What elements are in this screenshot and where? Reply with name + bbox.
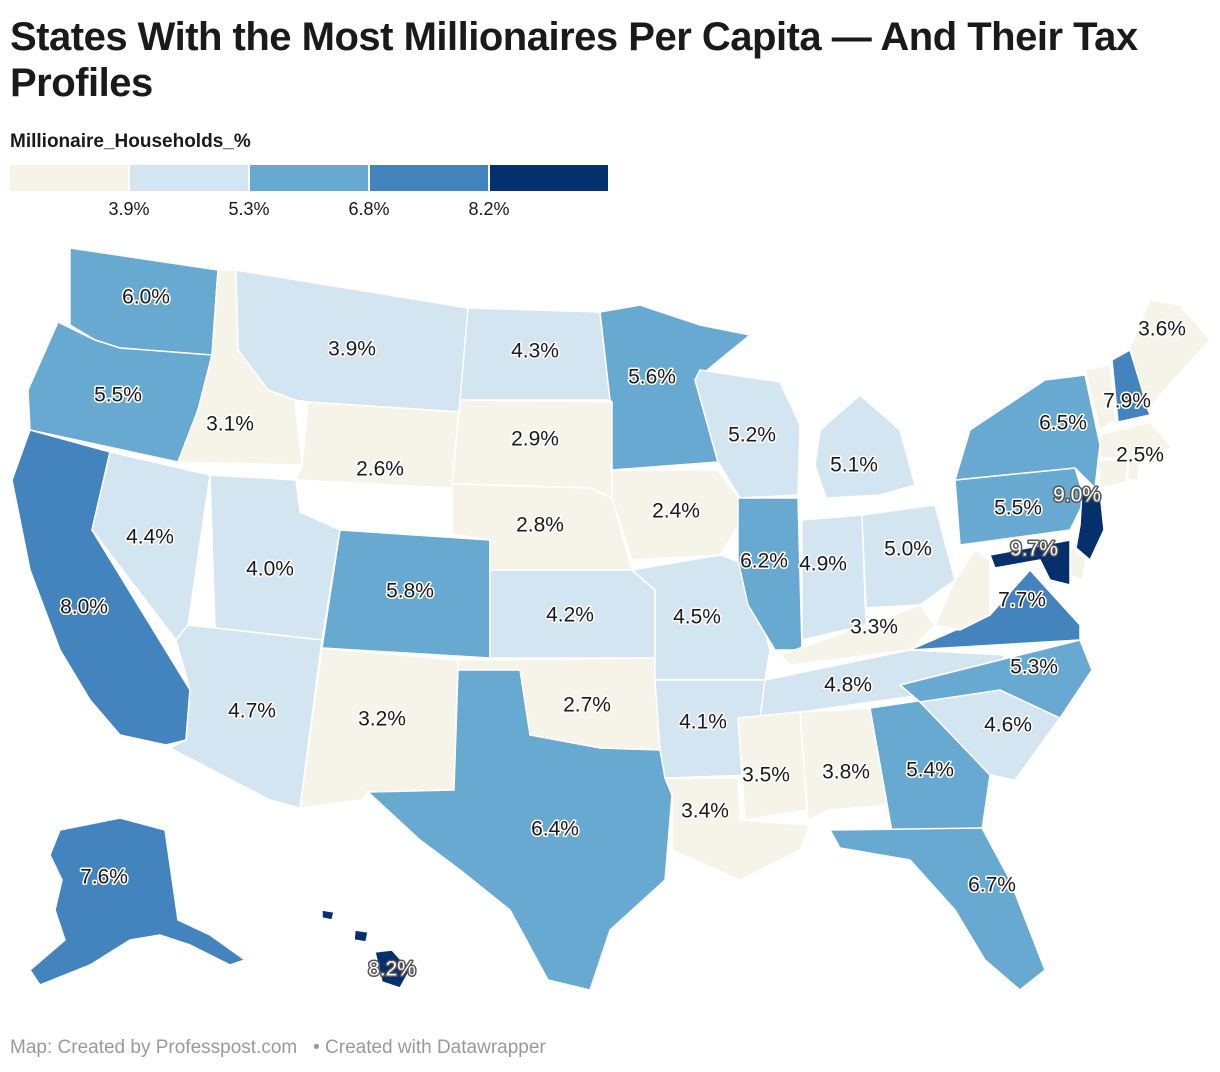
state-me[interactable]	[1129, 299, 1212, 412]
state-value-label: 5.6%	[628, 366, 676, 389]
state-oh[interactable]	[861, 504, 956, 609]
legend-title: Millionaire_Households_%	[10, 131, 251, 152]
state-value-label: 2.6%	[356, 458, 404, 481]
state-vt[interactable]	[1084, 364, 1116, 432]
state-ri[interactable]	[1127, 459, 1141, 481]
state-value-label: 5.5%	[994, 497, 1042, 520]
state-wi[interactable]	[694, 369, 801, 499]
state-value-label: 6.2%	[740, 550, 788, 573]
state-ar[interactable]	[654, 679, 766, 779]
legend-bin	[490, 165, 608, 191]
state-value-label: 4.9%	[799, 553, 847, 576]
state-value-label: 4.5%	[673, 606, 721, 629]
state-la[interactable]	[663, 777, 812, 881]
state-tx[interactable]	[366, 669, 673, 991]
state-value-label: 4.3%	[511, 340, 559, 363]
state-value-label: 2.9%	[511, 428, 559, 451]
state-md[interactable]	[988, 539, 1071, 586]
chart-title: States With the Most Millionaires Per Ca…	[10, 15, 1138, 105]
state-value-label: 3.6%	[1138, 318, 1186, 341]
state-value-label: 4.8%	[824, 674, 872, 697]
legend-tick: 6.8%	[348, 199, 390, 219]
state-value-label: 6.0%	[122, 286, 170, 309]
state-value-label: 2.4%	[652, 500, 700, 523]
source-note: Map: Created by Professpost.com	[10, 1037, 298, 1058]
state-value-label: 3.2%	[358, 708, 406, 731]
state-wv[interactable]	[933, 548, 991, 631]
legend-bin	[370, 165, 488, 191]
legend-tick: 3.9%	[108, 199, 150, 219]
state-value-label: 5.1%	[830, 454, 878, 477]
state-value-label: 6.7%	[968, 874, 1016, 897]
state-ny[interactable]	[953, 374, 1101, 490]
legend-tick: 8.2%	[468, 199, 510, 219]
state-value-label: 9.7%	[1010, 538, 1058, 561]
state-value-label: 4.6%	[984, 714, 1032, 737]
state-al[interactable]	[799, 707, 891, 822]
state-ma[interactable]	[1099, 421, 1174, 459]
state-value-label: 6.5%	[1039, 412, 1087, 435]
state-value-label: 2.5%	[1116, 444, 1164, 467]
state-value-label: 8.2%	[368, 958, 416, 981]
state-value-label: 3.9%	[328, 338, 376, 361]
state-value-label: 5.5%	[94, 384, 142, 407]
state-value-label: 4.2%	[546, 604, 594, 627]
state-mi[interactable]	[814, 394, 916, 499]
state-value-label: 5.4%	[906, 759, 954, 782]
state-ct[interactable]	[1097, 459, 1129, 489]
state-value-label: 7.9%	[1103, 390, 1151, 413]
state-nh[interactable]	[1111, 348, 1151, 423]
state-ga[interactable]	[869, 699, 991, 833]
state-value-label: 9.0%	[1053, 484, 1101, 507]
state-wy[interactable]	[294, 401, 461, 489]
state-mo[interactable]	[630, 554, 771, 681]
legend-bin	[130, 165, 248, 191]
state-value-label: 3.3%	[850, 616, 898, 639]
footer: Map: Created by Professpost.com • Create…	[10, 1037, 546, 1059]
legend-bin	[10, 165, 128, 191]
state-value-label: 2.7%	[563, 694, 611, 717]
state-value-label: 5.2%	[728, 424, 776, 447]
color-legend: 3.9% 5.3% 6.8% 8.2%	[10, 165, 610, 219]
state-value-label: 6.4%	[531, 818, 579, 841]
state-value-label: 7.7%	[998, 589, 1046, 612]
state-value-label: 5.0%	[884, 538, 932, 561]
state-value-label: 4.1%	[679, 711, 727, 734]
state-nj[interactable]	[1075, 491, 1105, 562]
legend-bin	[250, 165, 368, 191]
state-value-label: 4.7%	[228, 700, 276, 723]
state-value-label: 3.5%	[742, 764, 790, 787]
state-ak[interactable]	[29, 817, 247, 986]
state-value-label: 7.6%	[80, 866, 128, 889]
state-value-label: 3.1%	[206, 413, 254, 436]
credit-note: • Created with Datawrapper	[313, 1037, 546, 1058]
state-value-label: 8.0%	[60, 596, 108, 619]
state-value-label: 5.8%	[386, 580, 434, 603]
state-hi[interactable]	[321, 909, 411, 989]
legend-tick: 5.3%	[228, 199, 270, 219]
state-value-label: 4.4%	[126, 526, 174, 549]
state-fl[interactable]	[828, 827, 1046, 991]
state-value-label: 3.8%	[822, 761, 870, 784]
state-value-label: 3.4%	[681, 800, 729, 823]
state-value-label: 4.0%	[246, 558, 294, 581]
state-value-label: 5.3%	[1010, 656, 1058, 679]
state-value-label: 2.8%	[516, 514, 564, 537]
us-choropleth-map: 6.0% 5.5% 8.0% 4.4% 3.1% 3.9% 2.6% 4.0% 4.7% 5.8%…	[11, 247, 1212, 991]
state-il[interactable]	[737, 497, 803, 651]
